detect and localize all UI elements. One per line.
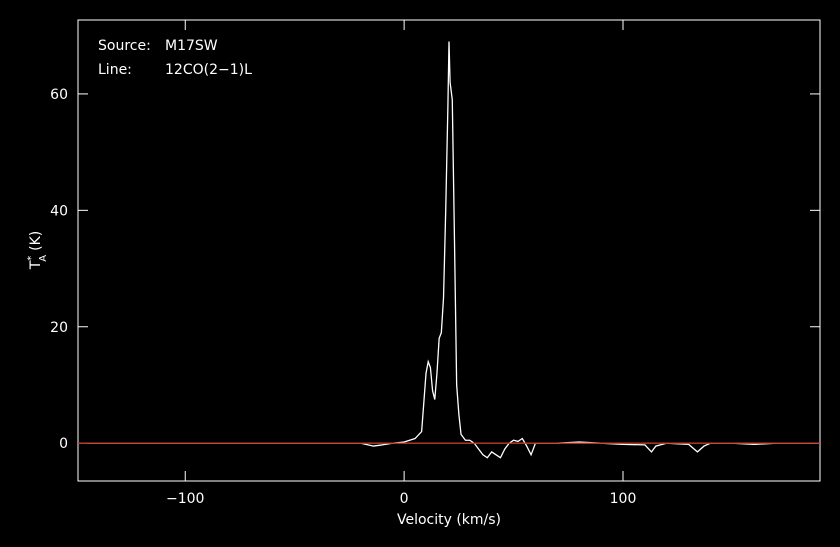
y-label-unit: (K) (28, 231, 44, 251)
annotation-key: Source: (98, 38, 151, 54)
annotation-key: Line: (98, 62, 132, 78)
annotation-value: M17SW (165, 38, 218, 54)
x-axis-label: Velocity (km/s) (397, 512, 501, 528)
x-tick-label: 0 (400, 491, 409, 507)
y-tick-label: 60 (50, 87, 68, 103)
y-axis-label: T*A (K) (26, 231, 49, 271)
y-label-sup: * (26, 256, 37, 261)
plot-frame (77, 19, 821, 482)
x-tick-label: 100 (610, 491, 637, 507)
y-label-sub: A (38, 255, 49, 262)
x-tick-label: −100 (166, 491, 204, 507)
y-tick-label: 40 (50, 203, 68, 219)
spectrum-line (86, 41, 820, 459)
annotation-value: 12CO(2−1)L (165, 62, 252, 78)
y-tick-label: 20 (50, 320, 68, 336)
y-tick-label: 0 (59, 436, 68, 452)
y-label-base: T (28, 260, 44, 270)
